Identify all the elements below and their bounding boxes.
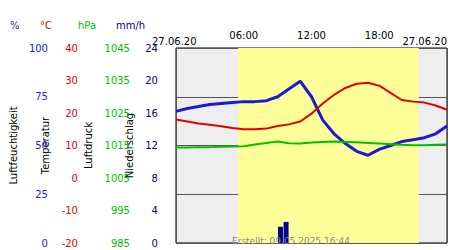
svg-text:995: 995 xyxy=(111,205,130,216)
svg-text:1015: 1015 xyxy=(105,140,130,151)
svg-text:Luftdruck: Luftdruck xyxy=(83,122,94,169)
svg-text:Niederschlag: Niederschlag xyxy=(123,112,135,179)
svg-text:18:00: 18:00 xyxy=(365,30,394,41)
svg-text:20: 20 xyxy=(145,75,158,86)
svg-text:30: 30 xyxy=(65,75,78,86)
svg-text:24: 24 xyxy=(145,43,158,54)
svg-text:0: 0 xyxy=(42,238,48,249)
svg-text:10: 10 xyxy=(65,140,78,151)
svg-text:%: % xyxy=(10,20,20,31)
svg-text:20: 20 xyxy=(65,108,78,119)
svg-text:8: 8 xyxy=(152,173,158,184)
svg-text:0: 0 xyxy=(152,238,158,249)
svg-text:75: 75 xyxy=(35,91,48,102)
svg-text:27.06.20: 27.06.20 xyxy=(152,36,197,47)
svg-text:mm/h: mm/h xyxy=(116,20,145,31)
svg-text:hPa: hPa xyxy=(78,20,96,31)
svg-text:Temperatur: Temperatur xyxy=(40,116,52,175)
svg-text:1045: 1045 xyxy=(105,43,130,54)
svg-text:Luftfeuchtigkeit: Luftfeuchtigkeit xyxy=(8,106,19,184)
svg-text:4: 4 xyxy=(152,205,158,216)
svg-text:25: 25 xyxy=(35,189,48,200)
svg-text:1035: 1035 xyxy=(105,75,130,86)
svg-text:Erstellt: 09.05.2025 16:44: Erstellt: 09.05.2025 16:44 xyxy=(232,236,350,246)
svg-text:06:00: 06:00 xyxy=(229,30,258,41)
svg-text:16: 16 xyxy=(145,108,158,119)
svg-text:12:00: 12:00 xyxy=(297,30,326,41)
svg-text:0: 0 xyxy=(72,173,78,184)
svg-text:985: 985 xyxy=(111,238,130,249)
svg-text:-20: -20 xyxy=(62,238,78,249)
svg-text:1005: 1005 xyxy=(105,173,130,184)
svg-text:12: 12 xyxy=(145,140,158,151)
svg-text:40: 40 xyxy=(65,43,78,54)
svg-text:1025: 1025 xyxy=(105,108,130,119)
svg-text:-10: -10 xyxy=(62,205,78,216)
svg-text:°C: °C xyxy=(40,20,52,31)
svg-text:50: 50 xyxy=(35,140,48,151)
svg-text:100: 100 xyxy=(29,43,48,54)
svg-text:27.06.20: 27.06.20 xyxy=(402,36,447,47)
